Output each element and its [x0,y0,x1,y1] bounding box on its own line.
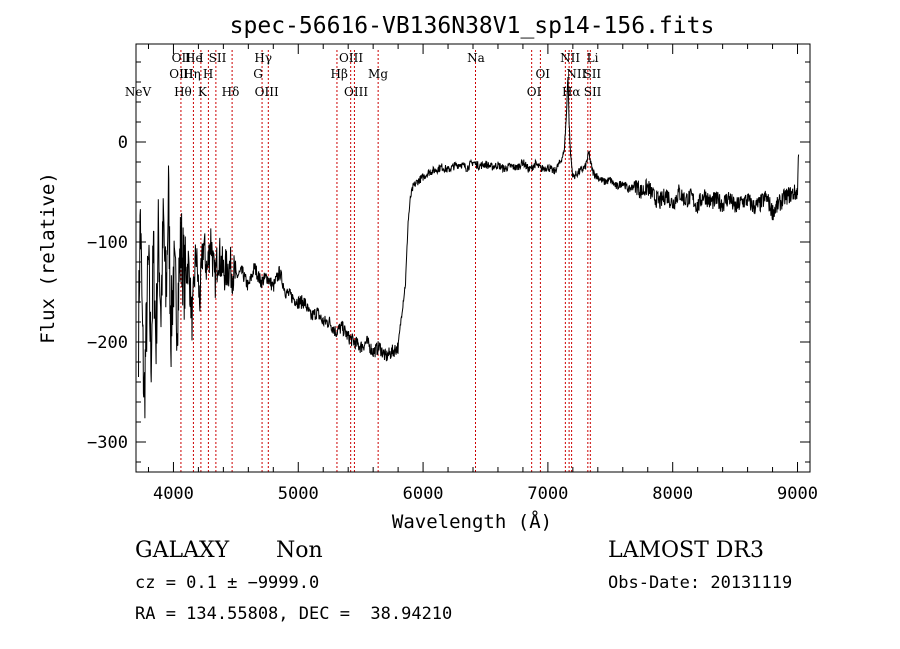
line-marker-label: SII [584,85,602,99]
x-tick-label: 8000 [652,484,693,504]
spectrum-line [138,77,800,419]
line-marker-label: SII [583,67,601,81]
line-marker-label: H [203,67,213,81]
line-marker-label: OI [535,67,550,81]
y-tick-label: −300 [87,433,128,453]
x-tick-label: 6000 [403,484,444,504]
line-marker-label: Hβ [330,67,347,81]
line-marker-label: Hα [562,85,581,99]
survey-name: LAMOST DR3 [608,538,764,563]
line-marker-label: Hδ [222,85,240,99]
x-axis-label: Wavelength (Å) [392,510,552,533]
ra-dec-coordinates: RA = 134.55808, DEC = 38.94210 [135,604,453,624]
line-marker-label: OIII [339,51,363,65]
x-tick-label: 5000 [278,484,319,504]
line-marker-label: Hγ [254,51,272,65]
line-marker-group [180,50,591,472]
y-axis-ticks: 0 −100 −200 −300 [87,61,810,463]
chart-title: spec-56616-VB136N38V1_sp14-156.fits [230,13,715,39]
line-marker-label: Hθ [174,85,192,99]
line-marker-label: OIII [169,67,193,81]
redshift-cz: cz = 0.1 ± −9999.0 [135,573,320,593]
y-tick-label: −200 [87,333,128,353]
line-marker-label: K [198,85,208,99]
x-tick-label: 4000 [153,484,194,504]
line-marker-label: G [253,67,263,81]
y-tick-label: −100 [87,233,128,253]
y-tick-label: 0 [118,133,128,153]
line-marker-label: Hη [183,67,201,81]
line-marker-label: Mg [368,67,388,81]
line-marker-label: OI [527,85,542,99]
x-axis-ticks: 4000 5000 6000 7000 8000 9000 [147,44,818,504]
line-marker-label: NII [566,67,586,81]
x-tick-label: 7000 [527,484,568,504]
line-marker-label: NeV [125,85,152,99]
object-subclass: Non [276,538,323,563]
x-tick-label: 9000 [777,484,818,504]
line-marker-label: OIII [255,85,279,99]
y-axis-label: Flux (relative) [37,172,59,344]
line-marker-label: Li [587,51,599,65]
line-marker-label: OII [172,51,192,65]
line-marker-label: NII [560,51,580,65]
line-marker-label: Na [467,51,485,65]
line-marker-label: SII [209,51,227,65]
observation-date: Obs-Date: 20131119 [608,573,793,593]
line-marker-label-group: NeV OII OIII Hθ He Hη I KH SII Hδ Hγ G OIII OIII Hβ OII… [125,51,602,99]
line-marker-label: I [199,51,204,65]
plot-frame [135,43,811,473]
line-marker-label: He [185,51,203,65]
object-class: GALAXY [135,538,230,563]
line-marker-label: OIII [344,85,368,99]
